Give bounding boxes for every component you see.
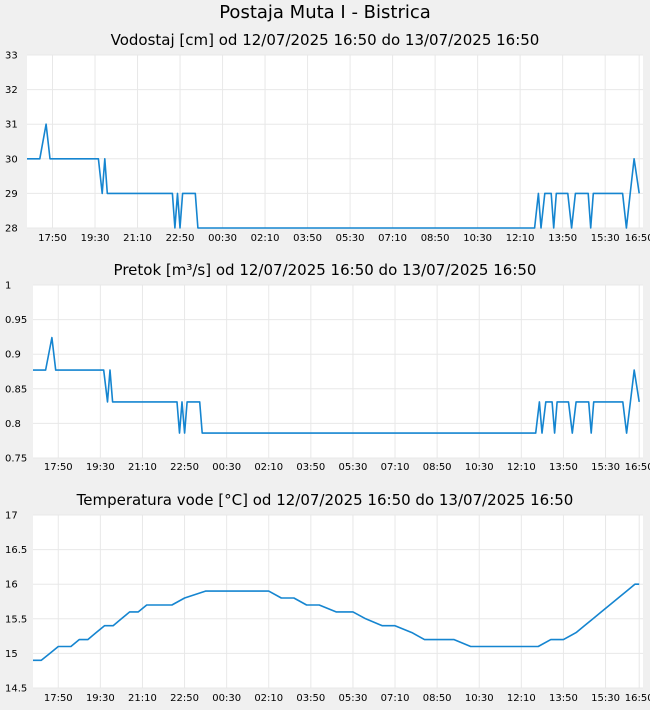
x-tick-label: 08:50 <box>423 693 452 704</box>
x-tick-label: 02:10 <box>251 233 280 244</box>
plot-area <box>33 285 643 458</box>
x-tick-label: 08:50 <box>421 233 450 244</box>
x-tick-label: 16:50 <box>625 233 650 244</box>
x-tick-label: 17:50 <box>44 462 73 473</box>
y-tick-label: 16.5 <box>5 545 27 556</box>
x-tick-label: 05:30 <box>339 693 368 704</box>
x-tick-label: 19:30 <box>86 693 115 704</box>
x-tick-label: 13:50 <box>548 233 577 244</box>
x-tick-label: 17:50 <box>44 693 73 704</box>
x-tick-label: 00:30 <box>212 693 241 704</box>
x-tick-label: 10:30 <box>463 233 492 244</box>
x-tick-label: 13:50 <box>549 462 578 473</box>
x-tick-label: 05:30 <box>336 233 365 244</box>
series-line <box>33 336 640 434</box>
x-tick-label: 12:10 <box>506 233 535 244</box>
page-title: Postaja Muta I - Bistrica <box>219 2 431 23</box>
x-tick-label: 12:10 <box>507 693 536 704</box>
chart-title: Pretok [m³/s] od 12/07/2025 16:50 do 13/… <box>114 261 537 279</box>
y-tick-label: 31 <box>5 120 18 131</box>
y-tick-label: 15 <box>5 649 18 660</box>
chart-2: Pretok [m³/s] od 12/07/2025 16:50 do 13/… <box>5 261 650 473</box>
series-line <box>33 583 640 662</box>
x-tick-label: 03:50 <box>296 462 325 473</box>
x-tick-label: 10:30 <box>465 462 494 473</box>
chart-title: Temperatura vode [°C] od 12/07/2025 16:5… <box>76 491 574 509</box>
x-tick-label: 13:50 <box>549 693 578 704</box>
chart-3: Temperatura vode [°C] od 12/07/2025 16:5… <box>5 491 650 704</box>
chart-1: Vodostaj [cm] od 12/07/2025 16:50 do 13/… <box>5 31 650 244</box>
y-tick-label: 16 <box>5 580 18 591</box>
y-tick-label: 0.9 <box>5 350 21 361</box>
x-tick-label: 22:50 <box>170 693 199 704</box>
x-tick-label: 10:30 <box>465 693 494 704</box>
x-tick-label: 03:50 <box>293 233 322 244</box>
plot-area <box>33 515 643 688</box>
x-tick-label: 05:30 <box>339 462 368 473</box>
x-tick-label: 12:10 <box>507 462 536 473</box>
x-tick-label: 03:50 <box>296 693 325 704</box>
y-tick-label: 1 <box>5 281 11 292</box>
y-tick-label: 0.85 <box>5 384 27 395</box>
x-tick-label: 21:10 <box>128 693 157 704</box>
x-tick-label: 15:30 <box>591 693 620 704</box>
y-tick-label: 29 <box>5 189 18 200</box>
x-tick-label: 19:30 <box>86 462 115 473</box>
x-tick-label: 21:10 <box>123 233 152 244</box>
x-tick-label: 02:10 <box>254 462 283 473</box>
x-tick-label: 15:30 <box>591 462 620 473</box>
x-tick-label: 08:50 <box>423 462 452 473</box>
x-tick-label: 22:50 <box>166 233 195 244</box>
y-tick-label: 28 <box>5 224 18 235</box>
x-tick-label: 16:50 <box>625 462 650 473</box>
series-line <box>27 123 640 229</box>
x-tick-label: 07:10 <box>381 693 410 704</box>
plot-area <box>27 55 643 228</box>
x-tick-label: 22:50 <box>170 462 199 473</box>
x-tick-label: 16:50 <box>625 693 650 704</box>
x-tick-label: 02:10 <box>254 693 283 704</box>
y-tick-label: 14.5 <box>5 684 27 695</box>
x-tick-label: 00:30 <box>212 462 241 473</box>
x-tick-label: 00:30 <box>208 233 237 244</box>
y-tick-label: 0.75 <box>5 454 27 465</box>
y-tick-label: 15.5 <box>5 614 27 625</box>
y-tick-label: 33 <box>5 51 18 62</box>
x-tick-label: 21:10 <box>128 462 157 473</box>
y-tick-label: 0.95 <box>5 315 27 326</box>
y-tick-label: 0.8 <box>5 419 21 430</box>
x-tick-label: 17:50 <box>38 233 67 244</box>
x-tick-label: 15:30 <box>591 233 620 244</box>
x-tick-label: 19:30 <box>81 233 110 244</box>
y-tick-label: 17 <box>5 511 18 522</box>
y-tick-label: 30 <box>5 154 18 165</box>
x-tick-label: 07:10 <box>378 233 407 244</box>
x-tick-label: 07:10 <box>381 462 410 473</box>
y-tick-label: 32 <box>5 85 18 96</box>
chart-title: Vodostaj [cm] od 12/07/2025 16:50 do 13/… <box>111 31 540 49</box>
